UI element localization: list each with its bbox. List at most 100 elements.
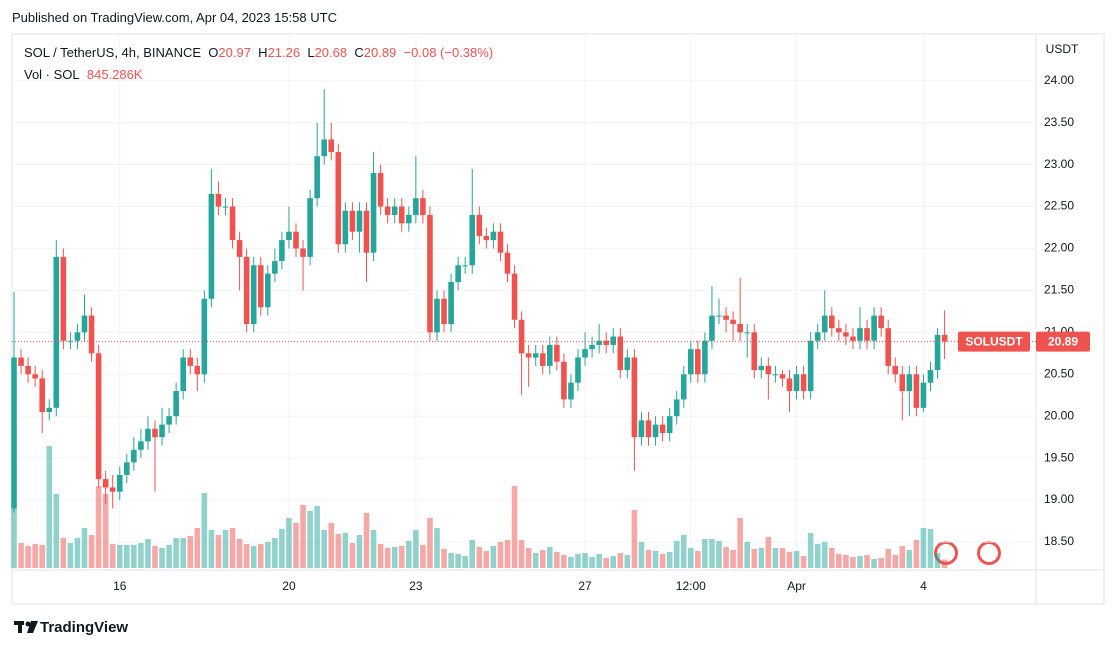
brand-name: TradingView [40, 619, 129, 636]
volume-bar [539, 550, 546, 568]
candle-body [377, 173, 384, 207]
volume-bar [201, 493, 208, 568]
candle-body [215, 193, 222, 207]
candle-body [250, 265, 257, 324]
candle-body [885, 328, 891, 366]
symbol-badge [958, 331, 1030, 352]
candle-body [800, 374, 807, 392]
y-tick-label: 24.00 [1044, 73, 1074, 87]
volume-bar [765, 537, 772, 568]
volume-bar [25, 546, 31, 568]
candle-body [67, 340, 74, 342]
volume-bar [709, 539, 715, 568]
volume-bar [441, 549, 447, 568]
volume-bar [490, 546, 497, 568]
volume-bar [786, 552, 793, 568]
volume-bar [695, 551, 701, 568]
candle-body [279, 240, 285, 262]
volume-bar [673, 541, 680, 568]
x-tick-label: 23 [409, 579, 423, 593]
candle-body [603, 340, 609, 345]
volume-bar [638, 542, 645, 568]
candle-body [391, 206, 398, 215]
volume-bar [250, 546, 257, 568]
candle-body [913, 374, 920, 408]
volume-bar [871, 559, 877, 568]
candle-body [666, 416, 673, 433]
candle-body [420, 198, 426, 215]
volume-bar [793, 551, 800, 568]
volume-bar [448, 553, 454, 568]
volume-bar [659, 554, 666, 568]
volume-bar [342, 533, 349, 568]
volume-bar [314, 506, 320, 568]
ohlc-letter: O [208, 45, 219, 60]
ohlc-letter: L [307, 45, 315, 60]
candle-body [673, 399, 680, 417]
volume-bar [624, 555, 631, 568]
candle-body [575, 357, 581, 383]
y-tick-label: 20.00 [1044, 408, 1074, 422]
volume-bar [913, 540, 920, 568]
candle-body [786, 378, 793, 392]
candle-body [434, 298, 440, 333]
candle-body [349, 210, 356, 232]
volume-bar [934, 553, 941, 568]
candle-body [138, 441, 144, 450]
candle-body [145, 428, 151, 442]
volume-bar [194, 528, 201, 568]
candle-body [744, 332, 750, 334]
volume-bar [88, 535, 95, 568]
volume-bar [511, 486, 518, 568]
volume-bar [180, 538, 186, 568]
candle-body [814, 332, 821, 341]
ohlc-letter: C [354, 45, 364, 60]
candle-body [236, 240, 243, 257]
candle-body [857, 328, 863, 341]
volume-bar [462, 556, 468, 568]
x-tick-label: 27 [578, 579, 592, 593]
volume-bar [434, 528, 440, 568]
volume-bar [53, 494, 60, 568]
candle-body [159, 424, 165, 438]
candle-body [109, 487, 116, 492]
volume-value: 845.286K [86, 67, 143, 82]
candle-body [850, 336, 856, 341]
candle-body [208, 193, 215, 299]
y-tick-label: 22.00 [1044, 241, 1074, 255]
y-tick-label: 19.50 [1044, 450, 1074, 464]
candle-body [807, 340, 814, 392]
volume-bar [265, 542, 271, 568]
candle-body [899, 374, 906, 392]
volume-bar [688, 548, 694, 568]
volume-bar [857, 556, 863, 568]
open-value: 20.97 [218, 45, 251, 60]
volume-bar [46, 446, 53, 568]
candle-body [737, 323, 743, 333]
candle-body [659, 424, 666, 433]
candle-body [645, 420, 652, 438]
candle-body [871, 315, 877, 341]
candle-body [490, 231, 497, 241]
volume-bar [67, 543, 74, 568]
volume-bar [821, 542, 828, 568]
volume-bar [307, 511, 313, 568]
volume-bar [159, 548, 165, 568]
candle-body [927, 370, 934, 383]
candle-body [286, 231, 292, 241]
candle-body [695, 349, 701, 375]
candle-body [124, 462, 130, 475]
candle-body [892, 365, 899, 375]
candle-body [730, 319, 736, 324]
candle-body [568, 382, 574, 400]
candle-body [46, 407, 53, 413]
candle-body [772, 374, 779, 376]
volume-bar [906, 550, 913, 568]
candle-body [462, 265, 468, 267]
ohlc-letter: H [258, 45, 268, 60]
chart-frame [11, 33, 1105, 605]
volume-bar [680, 535, 687, 568]
volume-bar [469, 540, 476, 568]
volume-bar [836, 554, 842, 568]
y-tick-label: 20.50 [1044, 366, 1074, 380]
